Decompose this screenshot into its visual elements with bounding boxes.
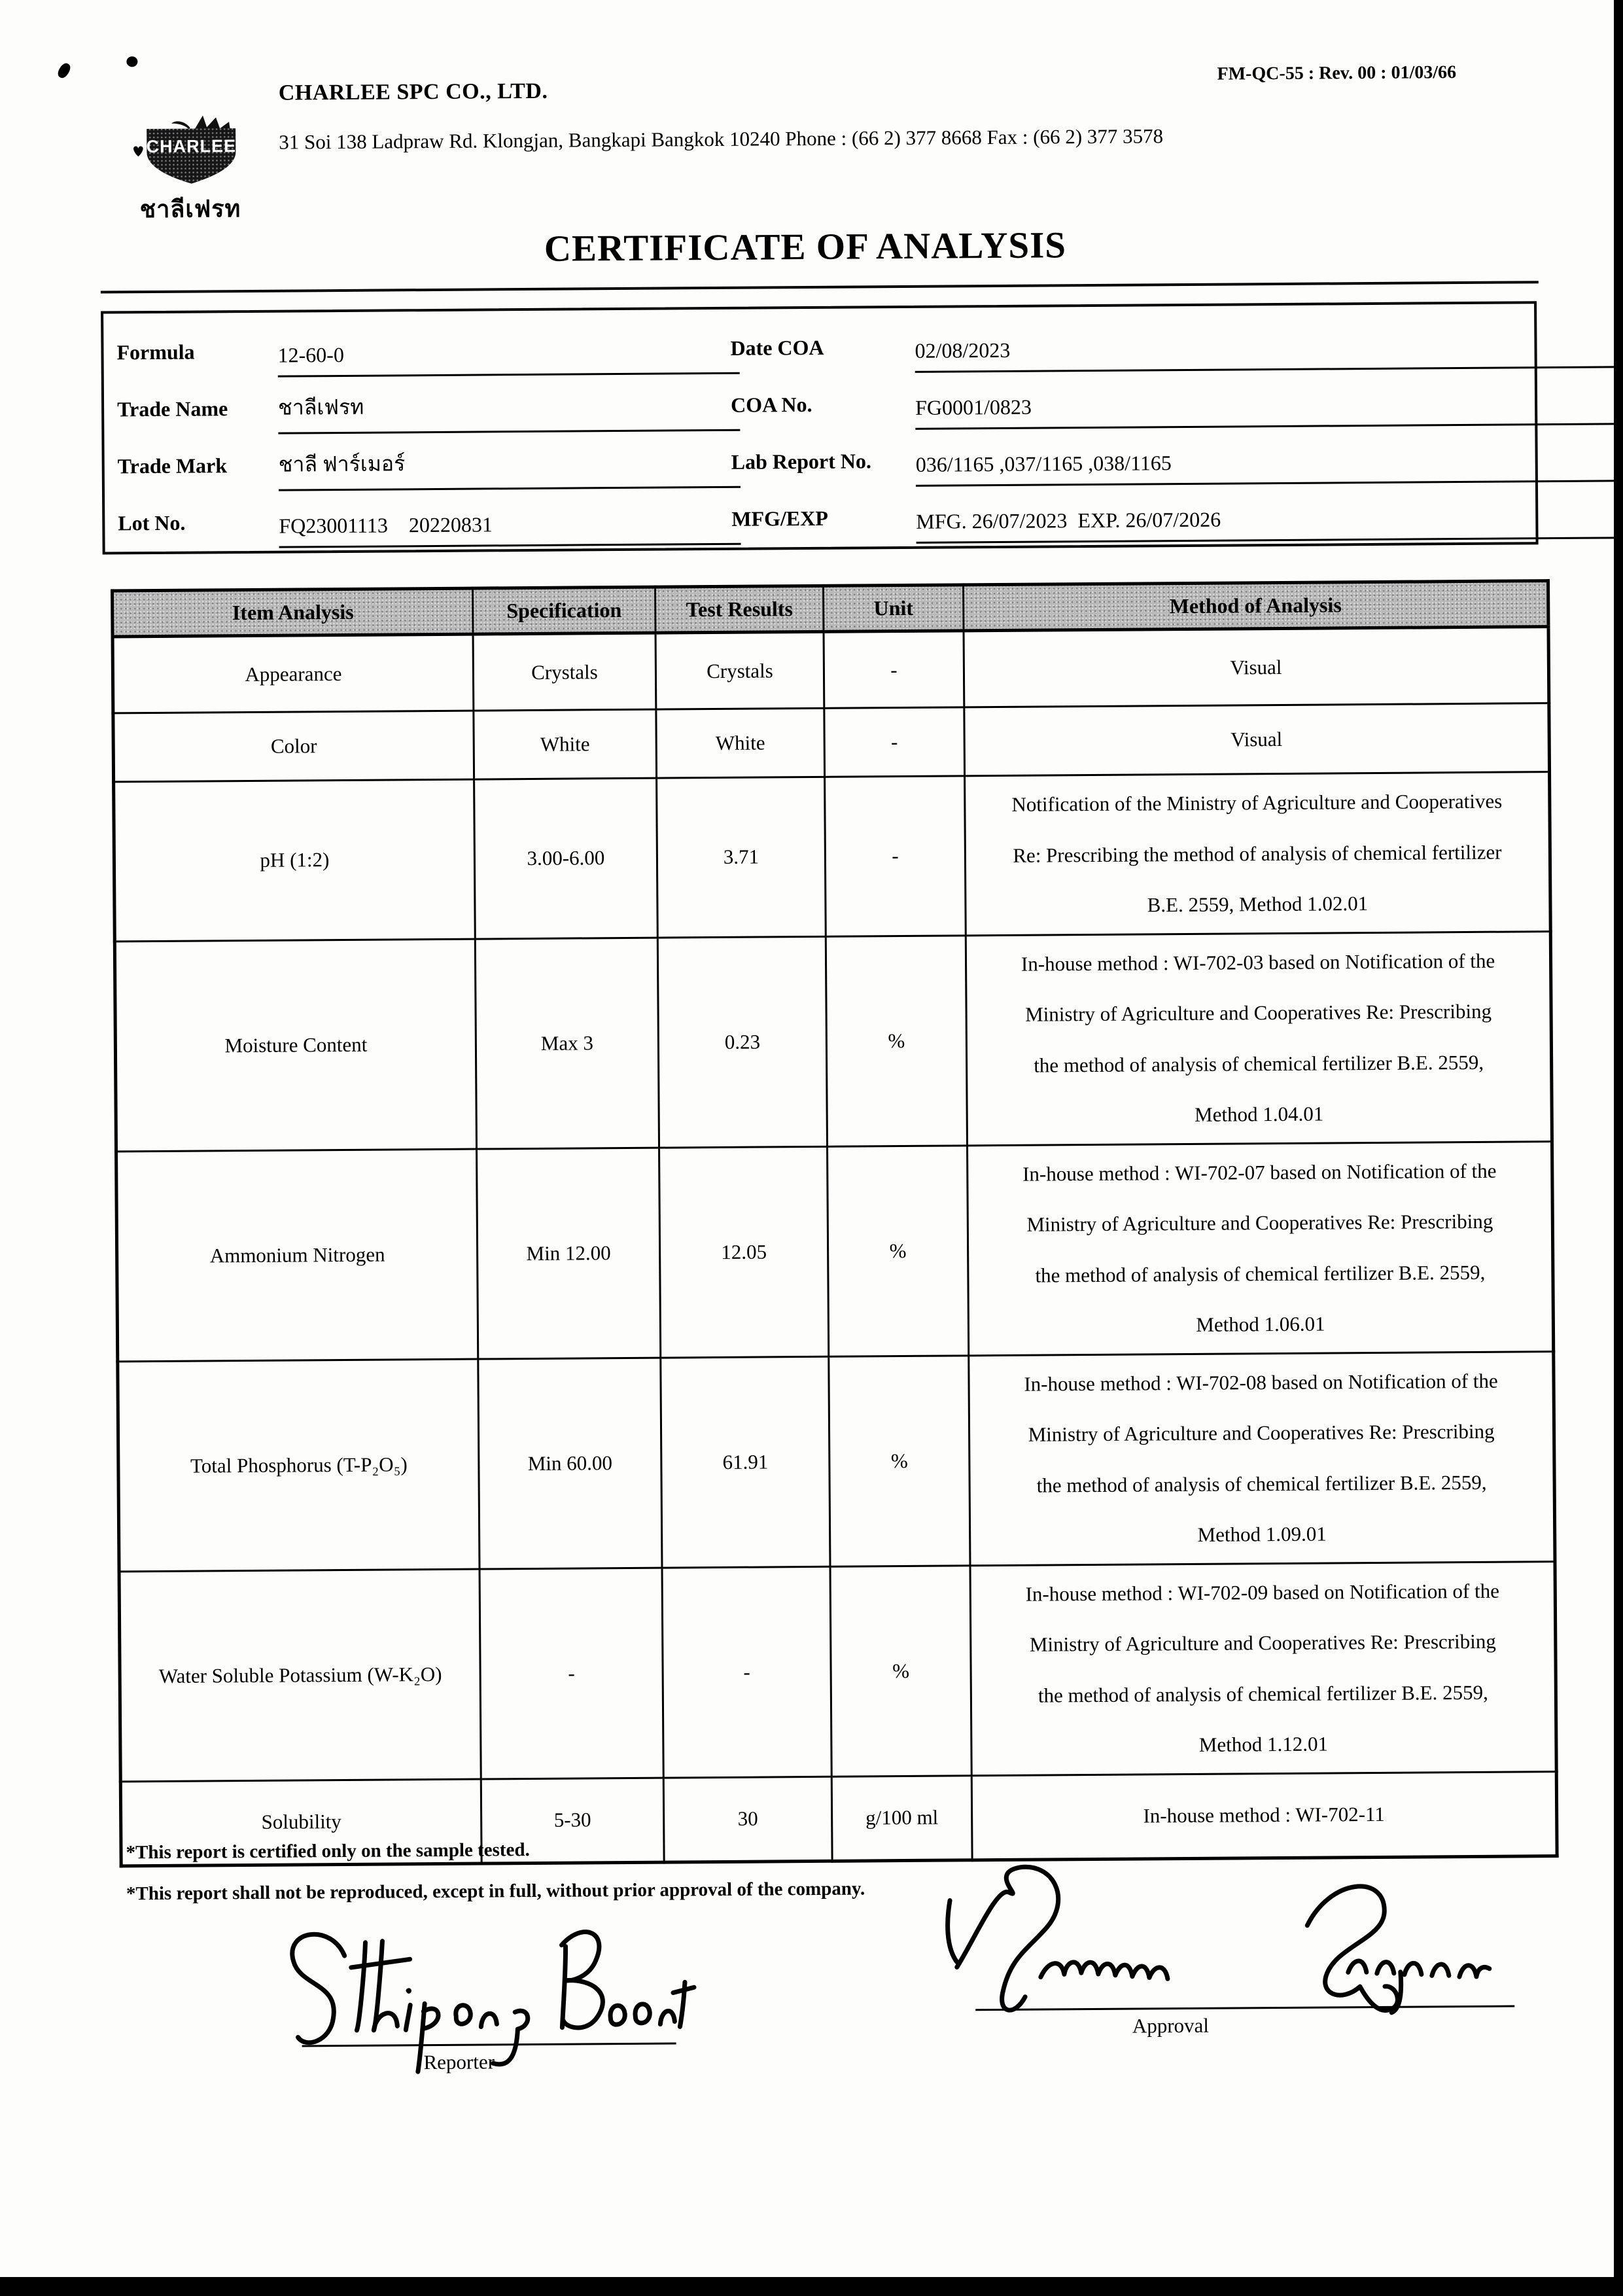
unit-cell: % bbox=[828, 1355, 970, 1566]
method-cell: Visual bbox=[964, 626, 1549, 707]
scan-speck bbox=[56, 61, 73, 80]
method-cell: Visual bbox=[964, 703, 1550, 776]
logo-brand-text: CHARLEE bbox=[146, 136, 236, 156]
info-box: Formula 12-60-0 Date COA 02/08/2023 Trad… bbox=[101, 301, 1623, 555]
method-cell: In-house method : WI-702-11 bbox=[971, 1771, 1558, 1860]
info-label: Trade Mark bbox=[117, 453, 228, 478]
item-cell: Water Soluble Potassium (W-K₂O) bbox=[119, 1568, 481, 1782]
info-label: Date COA bbox=[730, 335, 824, 360]
info-value: FQ23001113 20220831 bbox=[279, 496, 741, 548]
scan-speck bbox=[126, 56, 138, 67]
result-cell: 3.71 bbox=[656, 777, 826, 938]
spec-cell: Max 3 bbox=[475, 937, 659, 1149]
unit-cell: - bbox=[824, 775, 966, 936]
info-label: MFG/EXP bbox=[731, 506, 828, 531]
table-row: pH (1:2) 3.00-6.00 3.71 - Notification o… bbox=[113, 771, 1551, 942]
spec-cell: - bbox=[480, 1567, 664, 1779]
info-row: Trade Mark ชาลี ฟาร์เมอร์ Lab Report No.… bbox=[104, 428, 1623, 495]
scan-edge-right bbox=[1614, 0, 1623, 2296]
company-address: 31 Soi 138 Ladpraw Rd. Klongjan, Bangkap… bbox=[279, 124, 1164, 154]
title-rule bbox=[100, 281, 1539, 294]
item-cell: Color bbox=[113, 711, 474, 782]
info-value: ชาลี ฟาร์เมอร์ bbox=[278, 439, 741, 491]
info-value: 12-60-0 bbox=[277, 325, 740, 378]
spec-cell: Min 60.00 bbox=[478, 1357, 663, 1569]
info-label: Lot No. bbox=[118, 510, 186, 535]
unit-cell: - bbox=[824, 630, 964, 709]
info-value: ชาลีเฟรท bbox=[277, 382, 741, 434]
info-value: FG0001/0823 bbox=[915, 376, 1623, 430]
result-cell: 61.91 bbox=[660, 1356, 830, 1568]
info-label: Formula bbox=[116, 340, 195, 364]
unit-cell: % bbox=[826, 935, 968, 1146]
result-cell: 12.05 bbox=[659, 1146, 829, 1358]
info-label: Lab Report No. bbox=[731, 449, 872, 474]
info-row: Trade Name ชาลีเฟรท COA No. FG0001/0823 bbox=[104, 371, 1623, 438]
unit-cell: % bbox=[827, 1145, 969, 1356]
note-line: *This report is certified only on the sa… bbox=[126, 1839, 530, 1863]
form-code: FM-QC-55 : Rev. 00 : 01/03/66 bbox=[1217, 62, 1457, 84]
method-cell: Notification of the Ministry of Agricult… bbox=[964, 771, 1551, 936]
reporter-label: Reporter bbox=[423, 2050, 495, 2074]
item-cell: Moisture Content bbox=[114, 938, 477, 1152]
result-cell: - bbox=[662, 1566, 832, 1778]
spec-cell: Crystals bbox=[473, 633, 656, 711]
scan-edge-bottom bbox=[0, 2277, 1623, 2296]
item-cell: Total Phosphorus (T-P₂O₅) bbox=[117, 1358, 480, 1572]
analysis-table: Item Analysis Specification Test Results… bbox=[111, 579, 1559, 1867]
company-logo: CHARLEE ชาลีเฟรท bbox=[128, 115, 253, 228]
reporter-signature-icon bbox=[290, 1930, 697, 2074]
info-value: MFG. 26/07/2023 EXP. 26/07/2026 bbox=[916, 490, 1623, 544]
result-cell: 0.23 bbox=[657, 936, 828, 1148]
spec-cell: White bbox=[473, 709, 657, 780]
logo-thai-text: ชาลีเฟรท bbox=[139, 196, 241, 224]
item-cell: pH (1:2) bbox=[113, 779, 476, 942]
info-label: COA No. bbox=[730, 392, 812, 417]
report-notes: *This report is certified only on the sa… bbox=[126, 1837, 865, 1924]
note-line: *This report shall not be reproduced, ex… bbox=[126, 1878, 865, 1905]
approval-signature-icon bbox=[945, 1864, 1492, 2015]
table-row: Moisture Content Max 3 0.23 % In-house m… bbox=[114, 931, 1552, 1152]
approval-label: Approval bbox=[1132, 2013, 1210, 2038]
info-value: 02/08/2023 bbox=[915, 319, 1623, 373]
result-cell: Crystals bbox=[655, 631, 824, 710]
method-cell: In-house method : WI-702-09 based on Not… bbox=[969, 1561, 1557, 1776]
method-cell: In-house method : WI-702-08 based on Not… bbox=[968, 1351, 1555, 1566]
result-cell: White bbox=[655, 708, 825, 779]
header-cell-item: Item Analysis bbox=[112, 588, 474, 637]
info-row: Lot No. FQ23001113 20220831 MFG/EXP MFG.… bbox=[105, 485, 1623, 552]
header-cell-test-results: Test Results bbox=[655, 586, 824, 633]
table-row: Total Phosphorus (T-P₂O₅) Min 60.00 61.9… bbox=[117, 1351, 1555, 1572]
item-cell: Ammonium Nitrogen bbox=[116, 1148, 478, 1362]
header-cell-unit: Unit bbox=[823, 584, 964, 632]
page-title: CERTIFICATE OF ANALYSIS bbox=[544, 224, 1067, 270]
info-value: 036/1165 ,037/1165 ,038/1165 bbox=[915, 433, 1623, 487]
table-row: Appearance Crystals Crystals - Visual bbox=[113, 626, 1549, 713]
method-cell: In-house method : WI-702-07 based on Not… bbox=[967, 1141, 1554, 1356]
unit-cell: - bbox=[824, 707, 965, 777]
spec-cell: Min 12.00 bbox=[476, 1147, 661, 1359]
table-row: Water Soluble Potassium (W-K₂O) - - % In… bbox=[119, 1561, 1557, 1782]
header-cell-method: Method of Analysis bbox=[963, 580, 1548, 631]
table-row: Color White White - Visual bbox=[113, 703, 1550, 782]
spec-cell: 3.00-6.00 bbox=[474, 778, 658, 939]
logo-shield-icon: CHARLEE bbox=[133, 115, 236, 184]
header-cell-specification: Specification bbox=[472, 587, 656, 635]
unit-cell: % bbox=[829, 1565, 972, 1776]
item-cell: Appearance bbox=[113, 634, 474, 713]
info-label: Trade Name bbox=[116, 397, 228, 421]
table-row: Ammonium Nitrogen Min 12.00 12.05 % In-h… bbox=[116, 1141, 1554, 1362]
info-row: Formula 12-60-0 Date COA 02/08/2023 bbox=[103, 314, 1623, 381]
method-cell: In-house method : WI-702-03 based on Not… bbox=[966, 931, 1552, 1146]
company-name: CHARLEE SPC CO., LTD. bbox=[278, 79, 548, 105]
